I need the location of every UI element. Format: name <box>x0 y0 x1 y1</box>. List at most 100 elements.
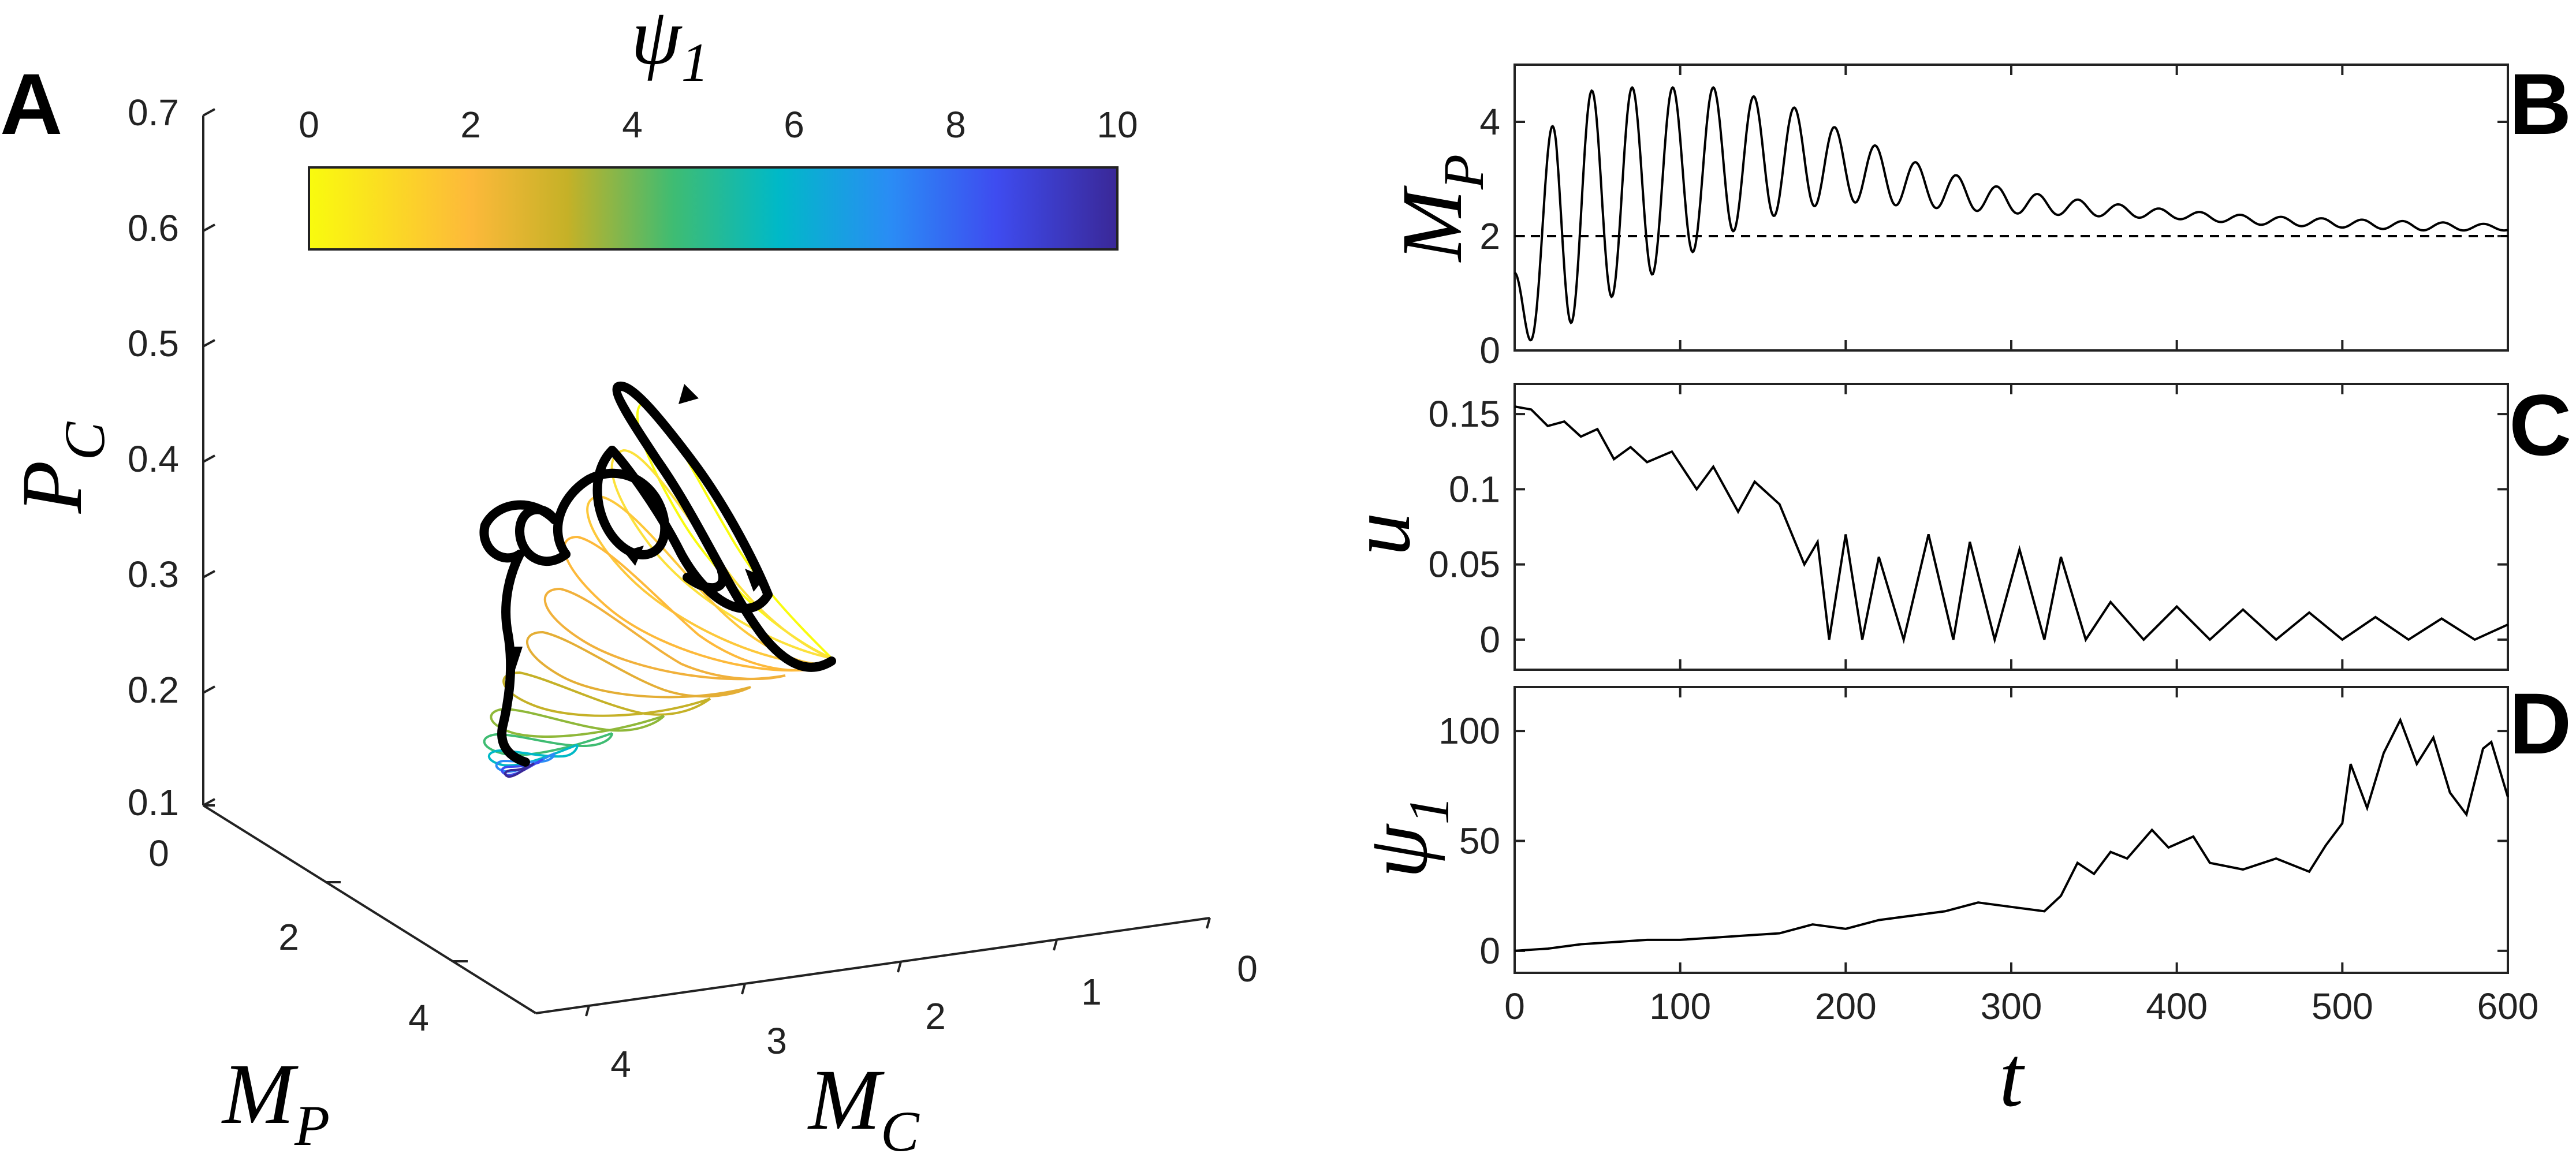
svg-text:0.6: 0.6 <box>128 207 179 249</box>
pc-tick: 0.5 <box>128 323 215 364</box>
svg-text:0.2: 0.2 <box>128 669 179 711</box>
y-tick-label: 0.1 <box>1449 468 1500 510</box>
u-series-line <box>1514 405 2508 644</box>
svg-text:ψ1: ψ1 <box>1349 796 1461 878</box>
x-tick-label: 400 <box>2146 986 2208 1027</box>
colorbar-tick: 0 <box>299 104 319 145</box>
svg-text:4: 4 <box>408 997 429 1039</box>
mc-tick: 1 <box>1053 939 1102 1013</box>
x-tick: 100 <box>1649 687 1711 1027</box>
y-tick-label: 0 <box>1479 930 1500 972</box>
svg-text:MP: MP <box>1384 154 1496 263</box>
y-tick: 50 <box>1459 820 2508 862</box>
svg-text:MP: MP <box>221 1046 330 1157</box>
pc-tick: 0.2 <box>128 669 215 711</box>
x-tick-label: 500 <box>2312 986 2373 1027</box>
svg-text:2: 2 <box>925 995 946 1037</box>
y-tick-label: 100 <box>1438 710 1500 752</box>
panel-c-letter: C <box>2509 376 2571 473</box>
pc-axis-label: PC <box>4 421 117 514</box>
y-tick: 0.15 <box>1428 393 2508 435</box>
colorbar-tick: 4 <box>622 104 643 145</box>
panel-a-letter: A <box>0 55 62 152</box>
psi1-series-line <box>1514 717 2509 952</box>
svg-text:0.7: 0.7 <box>128 92 179 133</box>
panel-c-ylabel: u <box>1332 513 1428 556</box>
mp-axis-ticks: 0 2 4 <box>148 804 468 1039</box>
mc-axis-label: MC <box>807 1052 920 1157</box>
svg-text:2: 2 <box>278 916 299 958</box>
y-tick-label: 4 <box>1479 101 1500 143</box>
x-tick-label: 300 <box>1981 986 2042 1027</box>
x-tick: 200 <box>1815 687 1877 1027</box>
panel-d-ylabel: ψ1 <box>1349 796 1461 878</box>
pc-tick: 0.1 <box>128 782 215 823</box>
svg-text:0: 0 <box>148 833 169 874</box>
mp-tick: 0 <box>148 804 215 874</box>
trajectory-arrow <box>679 384 699 404</box>
svg-text:u: u <box>1332 513 1428 556</box>
pc-axis-ticks: 0.1 0.2 0.3 0.4 0.5 0.6 0.7 <box>128 92 215 823</box>
panel-a: A 0.1 0.2 0.3 0.4 0.5 0.6 0.7 0 2 4 0 1 … <box>0 0 1258 1157</box>
pc-tick: 0.7 <box>128 92 215 133</box>
mc-tick: 0 <box>1206 917 1258 990</box>
svg-text:MC: MC <box>807 1052 920 1157</box>
x-tick: 300 <box>1981 687 2042 1027</box>
svg-text:0.3: 0.3 <box>128 554 179 595</box>
panel-d-axes-box <box>1513 686 2509 974</box>
y-tick: 4 <box>1479 101 2508 143</box>
panel-c-axes-box <box>1513 383 2509 671</box>
mc-axis-ticks: 0 1 2 3 4 <box>585 917 1258 1085</box>
panel-d-xticks: 0 100 200 300 400 500 600 <box>1504 687 2538 1027</box>
panel-d: D 0 50 100 0 100 200 300 400 500 600 ψ1 t <box>1349 675 2571 1125</box>
x-tick: 600 <box>2477 687 2539 1027</box>
y-tick-label: 0 <box>1479 619 1500 660</box>
mc-axis <box>535 917 1210 1014</box>
y-tick-label: 0.15 <box>1428 393 1500 435</box>
colorbar: 0 2 4 6 8 10 ψ1 <box>299 0 1138 251</box>
trajectory-arrow <box>745 569 765 592</box>
mc-tick: 2 <box>897 961 946 1037</box>
y-tick-label: 0.05 <box>1428 544 1500 585</box>
colorbar-tick: 2 <box>460 104 481 145</box>
x-tick-label: 200 <box>1815 986 1877 1027</box>
y-tick: 100 <box>1438 710 2508 752</box>
pc-tick: 0.4 <box>128 438 215 480</box>
y-tick: 0 <box>1479 930 2508 972</box>
colorbar-tick: 10 <box>1097 104 1138 145</box>
y-tick-label: 0 <box>1479 330 1500 371</box>
mp-axis-label: MP <box>221 1046 330 1157</box>
svg-text:PC: PC <box>4 421 117 514</box>
y-tick: 0.05 <box>1428 544 2508 585</box>
pc-tick: 0.3 <box>128 554 215 595</box>
mp-series-line <box>1513 85 2508 342</box>
x-tick: 500 <box>2312 687 2373 1027</box>
trajectory-arrow <box>508 647 523 670</box>
svg-text:0.4: 0.4 <box>128 438 179 480</box>
mp-tick: 4 <box>408 960 468 1039</box>
trajectory-arrow <box>624 546 644 566</box>
colorbar-tick: 8 <box>945 104 966 145</box>
colorbar-label: ψ1 <box>631 0 709 93</box>
panel-c: C 0 0.05 0.1 0.15 u <box>1332 376 2571 671</box>
x-tick-label: 0 <box>1504 986 1525 1027</box>
mc-tick: 4 <box>585 1005 631 1085</box>
svg-text:0.1: 0.1 <box>128 782 179 823</box>
colorbar-tick: 6 <box>784 104 804 145</box>
pc-tick: 0.6 <box>128 207 215 249</box>
y-tick: 0 <box>1479 619 2508 660</box>
x-tick-label: 100 <box>1649 986 1711 1027</box>
svg-text:1: 1 <box>1081 971 1102 1013</box>
x-tick: 0 <box>1504 687 1525 1027</box>
panel-b-letter: B <box>2509 55 2571 152</box>
svg-text:4: 4 <box>610 1043 631 1085</box>
svg-text:0: 0 <box>1237 948 1258 990</box>
panel-c-yticks: 0 0.05 0.1 0.15 <box>1428 393 2508 660</box>
x-tick-label: 600 <box>2477 986 2539 1027</box>
mp-tick: 2 <box>278 881 341 958</box>
panel-b-ylabel: MP <box>1384 154 1496 263</box>
x-tick: 400 <box>2146 687 2208 1027</box>
panel-d-letter: D <box>2509 675 2571 772</box>
mp-axis <box>202 804 537 1014</box>
